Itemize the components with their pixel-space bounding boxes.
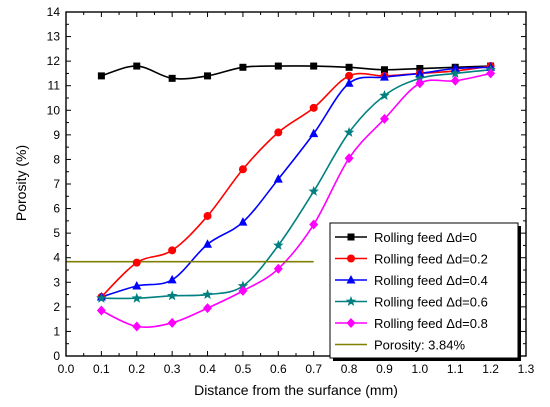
data-point [345, 71, 354, 80]
data-point [345, 63, 353, 71]
y-tick-label: 7 [53, 177, 60, 191]
y-tick-label: 2 [53, 300, 60, 314]
x-tick-label: 0.5 [235, 362, 252, 376]
legend-label: Rolling feed Δd=0.6 [374, 295, 488, 310]
data-point [379, 72, 389, 81]
y-axis-title: Porosity (%) [13, 145, 29, 221]
data-point [415, 78, 425, 89]
data-point [237, 280, 249, 291]
x-tick-label: 1.1 [447, 362, 464, 376]
data-point [450, 75, 460, 86]
legend-label: Porosity: 3.84% [374, 338, 465, 353]
data-point [239, 63, 247, 71]
x-tick-label: 0.2 [128, 362, 145, 376]
legend-marker [347, 233, 355, 241]
y-tick-label: 8 [53, 152, 60, 166]
data-point [238, 165, 247, 174]
data-point [308, 185, 319, 196]
x-tick-label: 0.3 [164, 362, 181, 376]
data-point [238, 217, 248, 226]
data-point [309, 103, 318, 112]
legend-label: Rolling feed Δd=0.8 [374, 316, 488, 331]
data-point [167, 274, 177, 284]
y-tick-label: 10 [47, 103, 61, 117]
data-point [450, 67, 461, 78]
legend: Rolling feed Δd=0 Rolling feed Δd=0.2 Roll… [329, 222, 521, 361]
data-point [132, 321, 142, 332]
y-tick-label: 9 [53, 128, 60, 142]
x-tick-label: 1.0 [412, 362, 429, 376]
legend-label: Rolling feed Δd=0.4 [374, 273, 488, 288]
data-point [96, 305, 106, 316]
x-tick-label: 0.6 [270, 362, 287, 376]
x-tick-label: 0.1 [93, 362, 110, 376]
x-tick-label: 0.0 [58, 362, 75, 376]
legend-marker [346, 275, 356, 284]
x-tick-label: 1.3 [518, 362, 535, 376]
data-point [167, 317, 177, 328]
x-axis-title: Distance from the surfance (mm) [194, 382, 398, 398]
x-tick-label: 1.2 [482, 362, 499, 376]
data-point [203, 239, 213, 248]
y-tick-label: 12 [47, 54, 61, 68]
data-point [310, 62, 318, 70]
data-point [168, 246, 177, 255]
x-tick-label: 0.9 [376, 362, 393, 376]
data-point [343, 126, 355, 137]
data-point [273, 263, 283, 274]
data-point [414, 72, 426, 83]
legend-label: Rolling feed Δd=0.2 [374, 252, 488, 267]
y-tick-label: 6 [53, 202, 60, 216]
x-tick-label: 0.8 [341, 362, 358, 376]
data-point [415, 68, 425, 77]
y-tick-label: 3 [53, 275, 60, 289]
y-tick-label: 11 [48, 79, 61, 93]
data-point [309, 128, 319, 138]
data-point [168, 74, 176, 82]
legend-box [329, 222, 519, 359]
data-point [133, 62, 141, 70]
data-point [486, 68, 496, 79]
data-point [96, 292, 107, 303]
data-point [450, 63, 460, 73]
data-point [273, 239, 284, 250]
data-point [203, 303, 213, 314]
data-point [274, 128, 283, 137]
x-tick-label: 0.7 [305, 362, 322, 376]
data-point [274, 62, 282, 70]
y-tick-label: 13 [47, 30, 61, 44]
data-point [132, 280, 142, 290]
legend-marker [345, 296, 357, 306]
data-point [97, 72, 105, 80]
legend-marker [347, 254, 355, 263]
series-markers [96, 62, 496, 332]
data-point [344, 153, 354, 164]
x-tick-label: 0.4 [199, 362, 216, 376]
data-point [203, 211, 212, 220]
data-point [202, 289, 213, 300]
data-point [204, 72, 212, 80]
data-point [273, 174, 283, 183]
data-point [379, 113, 389, 124]
data-point [380, 66, 388, 74]
y-tick-label: 1 [53, 324, 60, 338]
data-point [344, 78, 354, 87]
data-point [166, 290, 178, 301]
data-point [238, 285, 248, 296]
y-tick-label: 14 [47, 5, 61, 19]
axes: 0.0 0.1 0.2 0.3 0.4 0.5 0.6 0.7 0.8 0.9 1.0 1.1 1.2 1… [47, 5, 535, 376]
y-tick-label: 4 [53, 251, 60, 265]
data-point [379, 90, 390, 100]
y-tick-label: 5 [53, 226, 60, 240]
data-point [309, 219, 319, 230]
data-point [132, 258, 141, 267]
y-tick-label: 0 [53, 349, 60, 363]
legend-marker [346, 318, 356, 328]
legend-label: Rolling feed Δd=0 [374, 230, 477, 245]
data-point [131, 292, 142, 303]
